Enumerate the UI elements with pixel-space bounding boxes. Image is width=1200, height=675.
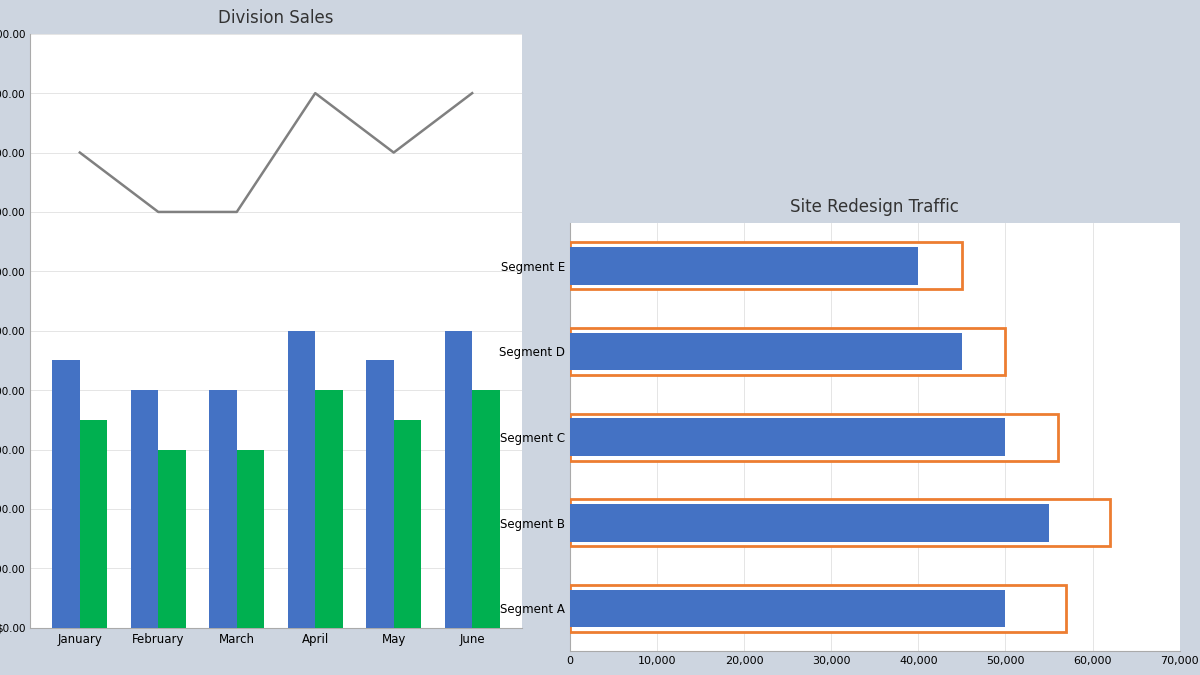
Title: Division Sales: Division Sales	[218, 9, 334, 26]
Bar	[570, 247, 918, 285]
Bar	[570, 242, 962, 290]
Bar	[570, 504, 1049, 541]
Bar	[570, 418, 1006, 456]
Bar	[209, 390, 236, 628]
Legend: Division 1, Division 2, Totals: Division 1, Division 2, Totals	[146, 671, 406, 675]
Bar	[236, 450, 264, 628]
Bar	[288, 331, 316, 628]
Bar	[80, 420, 107, 628]
Bar	[570, 333, 962, 371]
Bar	[570, 499, 1110, 546]
Bar	[366, 360, 394, 628]
Bar	[570, 589, 1006, 627]
Bar	[158, 450, 186, 628]
Bar	[570, 414, 1057, 460]
Bar	[53, 360, 80, 628]
Bar	[394, 420, 421, 628]
Bar	[570, 328, 1006, 375]
Bar	[131, 390, 158, 628]
Bar	[472, 390, 499, 628]
Bar	[570, 585, 1067, 632]
Bar	[445, 331, 472, 628]
Title: Site Redesign Traffic: Site Redesign Traffic	[791, 198, 959, 215]
Bar	[316, 390, 343, 628]
